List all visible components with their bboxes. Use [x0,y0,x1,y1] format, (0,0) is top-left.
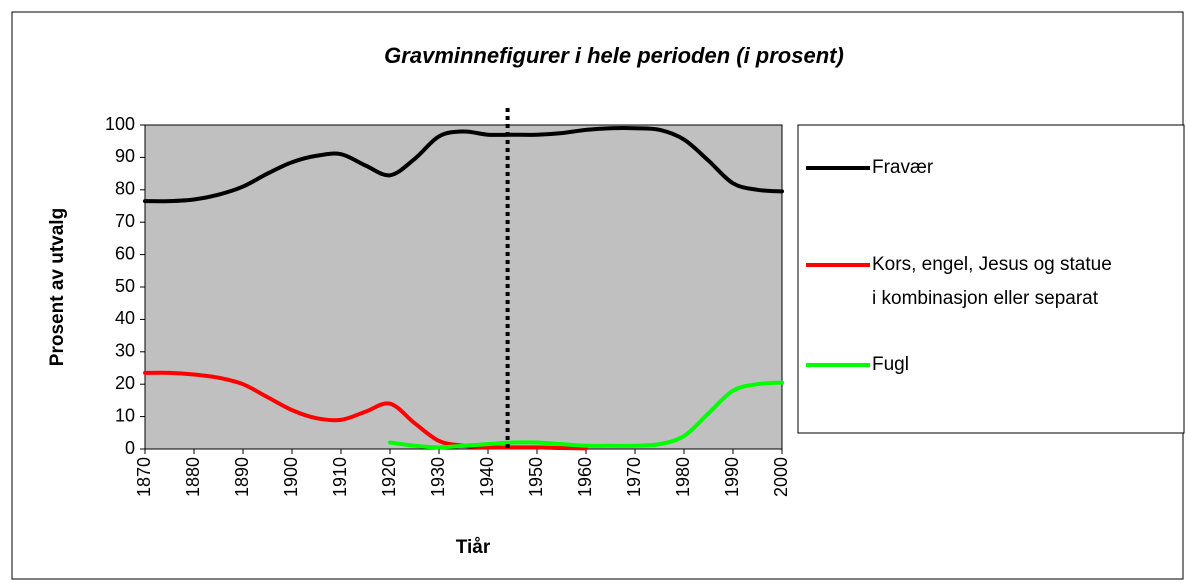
y-tick-label: 50 [115,276,135,296]
x-tick-label: 1960 [575,457,595,497]
y-tick-label: 20 [115,373,135,393]
y-tick-label: 10 [115,405,135,425]
x-tick-label: 1920 [379,457,399,497]
x-tick-label: 1980 [673,457,693,497]
x-tick-label: 1870 [134,457,154,497]
legend-label: Fugl [872,354,909,375]
plot-area [144,124,783,450]
legend-box [797,124,1185,434]
x-tick-label: 1910 [330,457,350,497]
x-tick-label: 1940 [477,457,497,497]
x-tick-label: 1970 [624,457,644,497]
x-tick-label: 1890 [232,457,252,497]
series-line [388,380,784,450]
y-tick-label: 80 [115,179,135,199]
x-tick-label: 1900 [281,457,301,497]
x-tick-label: 1930 [428,457,448,497]
series-line [143,370,588,451]
y-tick-label: 0 [125,438,135,458]
y-tick-label: 90 [115,146,135,166]
y-tick-label: 100 [105,114,135,134]
x-tick-label: 2000 [771,457,791,497]
x-tick-label: 1950 [526,457,546,497]
chart-title: Gravminnefigurer i hele perioden (i pros… [384,43,844,68]
y-tick-label: 60 [115,243,135,263]
y-axis-label: Prosent av utvalg [47,208,68,366]
series-line [143,126,784,204]
y-tick-label: 40 [115,308,135,328]
x-tick-label: 1880 [183,457,203,497]
x-axis-label: Tiår [456,537,491,558]
y-tick-label: 30 [115,341,135,361]
legend-label: Kors, engel, Jesus og statue i kombinasjo… [872,254,1112,309]
y-tick-label: 70 [115,211,135,231]
legend-label: Fravær [872,157,934,178]
x-tick-label: 1990 [722,457,742,497]
